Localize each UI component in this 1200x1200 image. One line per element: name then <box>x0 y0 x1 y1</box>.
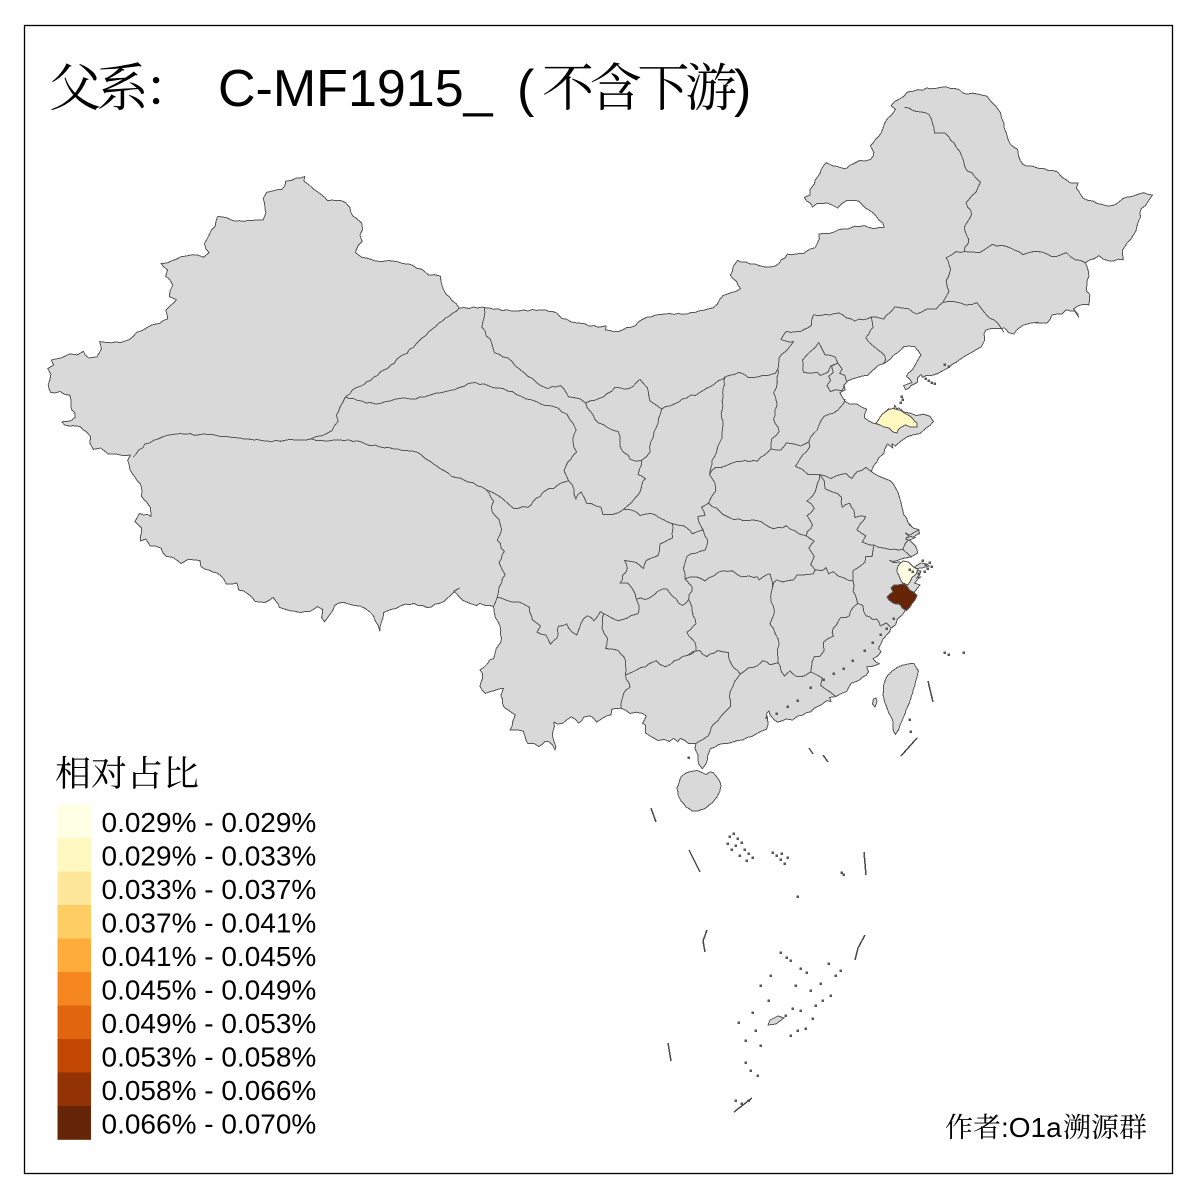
svg-text:0.033% - 0.037%: 0.033% - 0.037% <box>102 874 317 905</box>
svg-text:0.041% - 0.045%: 0.041% - 0.045% <box>102 941 317 972</box>
svg-text:): ) <box>734 60 751 118</box>
svg-text:0.053% - 0.058%: 0.053% - 0.058% <box>102 1042 317 1073</box>
svg-text:0.029% - 0.029%: 0.029% - 0.029% <box>102 807 317 838</box>
svg-text::O1a: :O1a <box>1001 1112 1062 1143</box>
svg-text:0.058% - 0.066%: 0.058% - 0.066% <box>102 1075 317 1106</box>
svg-text:0.066% - 0.070%: 0.066% - 0.070% <box>102 1109 317 1140</box>
svg-text:0.029% - 0.033%: 0.029% - 0.033% <box>102 841 317 872</box>
svg-text:(: ( <box>517 60 535 118</box>
svg-text:0.045% - 0.049%: 0.045% - 0.049% <box>102 975 317 1006</box>
svg-text:C-MF1915_: C-MF1915_ <box>218 60 494 118</box>
svg-text:0.037% - 0.041%: 0.037% - 0.041% <box>102 908 317 939</box>
svg-text:0.049% - 0.053%: 0.049% - 0.053% <box>102 1008 317 1039</box>
